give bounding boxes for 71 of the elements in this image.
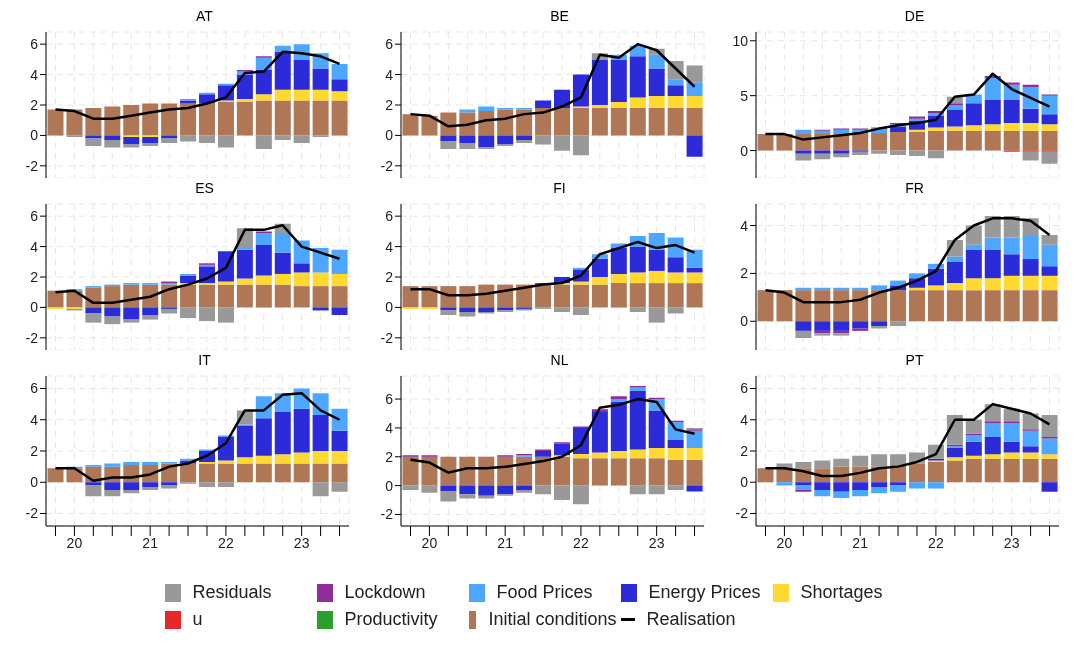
legend-label: Realisation: [646, 609, 736, 630]
x-tick-label: 22: [573, 534, 589, 551]
y-tick-label: 2: [740, 442, 749, 459]
y-tick-label: 2: [30, 442, 39, 459]
chart-title: FR: [904, 180, 925, 198]
y-tick-label: -2: [380, 329, 394, 346]
y-tick-label: 0: [740, 313, 749, 330]
y-tick-label: 0: [30, 127, 39, 144]
y-tick-label: 0: [385, 127, 394, 144]
y-tick-label: 6: [385, 36, 394, 53]
chart-title: BE: [549, 8, 570, 26]
chart-title: DE: [903, 8, 926, 26]
x-tick-label: 21: [497, 534, 514, 551]
y-tick-label: -2: [380, 506, 394, 523]
x-tick-label: 20: [421, 534, 438, 551]
y-tick-label: 2: [30, 268, 39, 285]
legend-label: Initial conditions: [488, 609, 617, 630]
y-tick-label: 4: [385, 66, 394, 83]
x-tick-label: 23: [293, 534, 310, 551]
x-tick-label: 20: [776, 534, 793, 551]
legend-label: Shortages: [800, 582, 883, 603]
y-tick-label: 4: [30, 411, 39, 428]
y-tick-label: 10: [732, 32, 749, 49]
x-tick-label: 23: [648, 534, 665, 551]
legend-label: Residuals: [192, 582, 272, 603]
legend-label: Lockdown: [344, 582, 426, 603]
y-tick-label: 0: [740, 142, 749, 159]
y-tick-label: -2: [25, 329, 39, 346]
chart-title: PT: [904, 352, 925, 370]
legend-label: Energy Prices: [648, 582, 761, 603]
legend-label: Food Prices: [496, 582, 593, 603]
chart-title: AT: [195, 8, 214, 26]
y-tick-label: 2: [385, 448, 394, 465]
legend-label: u: [192, 609, 203, 630]
y-tick-label: 6: [30, 208, 39, 225]
y-tick-label: 0: [30, 474, 39, 491]
y-tick-label: 4: [740, 411, 749, 428]
y-tick-label: -2: [25, 505, 39, 522]
x-tick-label: 22: [218, 534, 234, 551]
y-tick-label: 4: [385, 238, 394, 255]
y-tick-label: 6: [30, 380, 39, 397]
y-tick-label: -2: [735, 505, 749, 522]
y-tick-label: 6: [385, 391, 394, 408]
y-tick-label: 6: [740, 380, 749, 397]
y-tick-label: 2: [740, 265, 749, 282]
y-tick-label: 4: [30, 66, 39, 83]
y-tick-label: 4: [740, 217, 749, 234]
x-tick-label: 22: [928, 534, 944, 551]
x-tick-label: 20: [66, 534, 83, 551]
y-tick-label: 5: [740, 87, 749, 104]
chart-title: IT: [197, 352, 212, 370]
legend-label: Productivity: [344, 609, 438, 630]
x-tick-label: 21: [852, 534, 869, 551]
y-tick-label: 0: [30, 299, 39, 316]
y-tick-label: 2: [385, 96, 394, 113]
y-tick-label: 0: [385, 299, 394, 316]
x-tick-label: 21: [142, 534, 159, 551]
y-tick-label: 4: [385, 419, 394, 436]
y-tick-label: 0: [385, 477, 394, 494]
y-tick-label: 4: [30, 238, 39, 255]
chart-title: FI: [552, 180, 567, 198]
y-tick-label: 2: [385, 268, 394, 285]
chart-title: NL: [549, 352, 570, 370]
x-tick-label: 23: [1003, 534, 1020, 551]
y-tick-label: -2: [380, 157, 394, 174]
y-tick-label: 0: [740, 474, 749, 491]
y-tick-label: 6: [385, 208, 394, 225]
y-tick-label: 2: [30, 96, 39, 113]
chart-title: ES: [194, 180, 215, 198]
y-tick-label: 6: [30, 36, 39, 53]
y-tick-label: -2: [25, 157, 39, 174]
